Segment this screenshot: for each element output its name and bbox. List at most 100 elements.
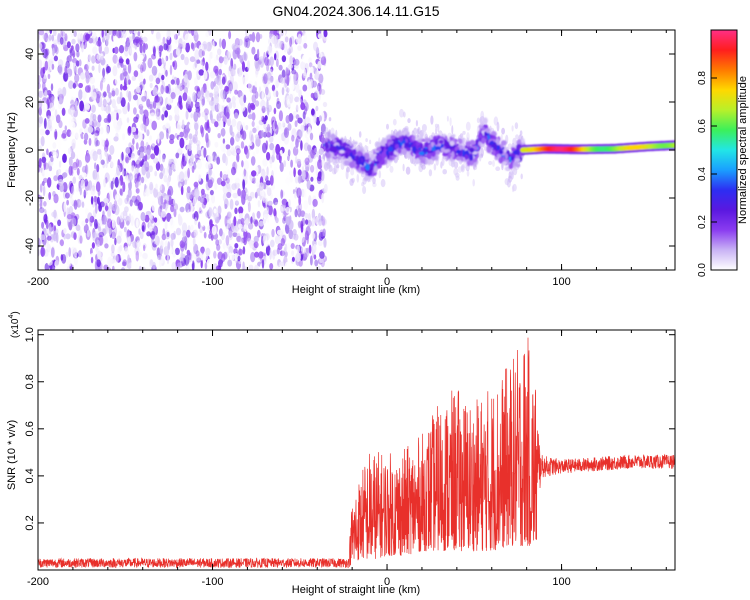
heatmap-cell (39, 128, 45, 136)
heatmap-cell (441, 156, 445, 167)
heatmap-cell (222, 93, 225, 103)
heatmap-cell (120, 250, 125, 261)
heatmap-cell (175, 48, 181, 56)
heatmap-cell (220, 143, 226, 152)
heatmap-cell (242, 130, 247, 141)
heatmap-cell (50, 83, 54, 91)
heatmap-cell (252, 127, 257, 134)
heatmap-cell (172, 61, 175, 68)
heatmap-cell (336, 164, 340, 169)
heatmap-cell (66, 214, 73, 220)
heatmap-cell (141, 95, 147, 102)
heatmap-cell (222, 174, 228, 182)
heatmap-cell (102, 98, 107, 108)
heatmap-cell (284, 261, 290, 270)
heatmap-cell (287, 48, 292, 55)
heatmap-cell (142, 243, 147, 249)
heatmap-cell (155, 183, 158, 190)
heatmap-cell (108, 202, 113, 210)
heatmap-cell (434, 138, 439, 146)
heatmap-cell (190, 101, 194, 109)
heatmap-cell (38, 90, 43, 99)
heatmap-cell (356, 173, 360, 183)
heatmap-cell (396, 131, 400, 138)
heatmap-cell (158, 153, 161, 164)
heatmap-cell (84, 118, 90, 124)
heatmap-cell (234, 177, 241, 184)
heatmap-cell (155, 235, 160, 246)
heatmap-cell (231, 131, 235, 139)
heatmap-cell (188, 201, 192, 213)
figure-title: GN04.2024.306.14.11.G15 (272, 3, 439, 19)
heatmap-cell (64, 33, 68, 42)
heatmap-cell (192, 91, 197, 102)
heatmap-cell (104, 46, 109, 55)
heatmap-cell (40, 234, 46, 241)
heatmap-cell (194, 153, 200, 160)
heatmap-cell (92, 91, 97, 101)
heatmap-cell (83, 32, 89, 43)
heatmap-cell (191, 231, 197, 238)
heatmap-cell (76, 167, 80, 176)
heatmap-cell (274, 235, 281, 245)
heatmap-cell (269, 56, 275, 67)
heatmap-cell (273, 30, 278, 36)
heatmap-cell (105, 267, 112, 270)
heatmap-cell (300, 61, 306, 71)
heatmap-cell (250, 134, 254, 145)
heatmap-cell (151, 225, 157, 233)
heatmap-cell (128, 213, 132, 220)
heatmap-cell (221, 76, 226, 85)
heatmap-cell (105, 31, 110, 42)
heatmap-cell (42, 32, 46, 40)
heatmap-cell (238, 212, 243, 219)
heatmap-cell (190, 42, 194, 50)
heatmap-cell (481, 126, 485, 131)
heatmap-cell (94, 162, 97, 170)
heatmap-cell (303, 42, 308, 49)
heatmap-cell (219, 38, 222, 48)
heatmap-cell (71, 217, 77, 227)
heatmap-cell (372, 177, 376, 185)
heatmap-cell (456, 156, 461, 161)
heatmap-cell (186, 96, 192, 105)
heatmap-cell (495, 166, 501, 171)
heatmap-cell (273, 107, 277, 115)
heatmap-cell (297, 117, 303, 124)
heatmap-cell (284, 128, 288, 136)
heatmap-cell (130, 215, 134, 226)
heatmap-cell (401, 140, 406, 144)
heatmap-cell (96, 259, 101, 268)
heatmap-cell (243, 237, 248, 246)
heatmap-cell (188, 252, 192, 261)
heatmap-cell (246, 60, 251, 71)
heatmap-cell (79, 100, 84, 112)
heatmap-cell (84, 64, 89, 72)
heatmap-cell (52, 151, 58, 158)
heatmap-cell (116, 235, 122, 244)
heatmap-cell (193, 111, 199, 122)
heatmap-cell (159, 184, 163, 191)
heatmap-cell (297, 33, 302, 45)
heatmap-cell (46, 121, 51, 131)
heatmap-cell (290, 243, 295, 249)
heatmap-cell (284, 243, 288, 252)
heatmap-cell (53, 193, 59, 204)
heatmap-cell (177, 262, 182, 268)
heatmap-cell (127, 188, 132, 198)
heatmap-cell (245, 33, 250, 42)
heatmap-cell (255, 69, 258, 78)
heatmap-cell (103, 118, 109, 123)
heatmap-cell (198, 48, 204, 58)
heatmap-cell (234, 252, 239, 261)
heatmap-cell (208, 100, 214, 106)
heatmap-cell (237, 188, 242, 197)
heatmap-cell (512, 137, 517, 146)
heatmap-cell (293, 167, 296, 178)
heatmap-cell (184, 241, 188, 251)
heatmap-cell (164, 110, 169, 118)
heatmap-cell (166, 128, 169, 140)
heatmap-cell (201, 247, 205, 255)
heatmap-cell (122, 210, 128, 217)
